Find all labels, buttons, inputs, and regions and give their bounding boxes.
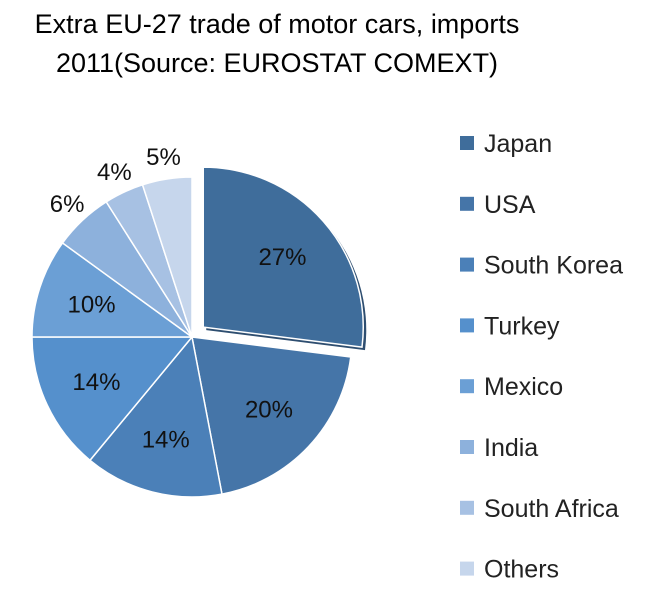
data-label-south-africa: 4% <box>97 159 132 186</box>
legend-label-mexico: Mexico <box>484 373 563 401</box>
legend-label-south-korea: South Korea <box>484 252 623 280</box>
legend-swatch-turkey <box>460 318 474 333</box>
legend-swatch-japan <box>460 136 474 150</box>
legend-label-japan: Japan <box>484 130 552 158</box>
slice-japan <box>202 166 364 348</box>
legend-label-others: Others <box>484 556 559 584</box>
legend-label-south-africa: South Africa <box>484 495 619 523</box>
data-label-south-korea: 14% <box>142 426 190 453</box>
legend-swatch-south-korea <box>460 257 474 272</box>
data-label-usa: 20% <box>245 396 293 423</box>
legend-swatch-usa <box>460 196 474 211</box>
legend-label-india: India <box>484 434 538 462</box>
legend-swatch-others <box>460 561 474 576</box>
legend-swatch-south-africa <box>460 500 474 515</box>
chart-title-line-1: Extra EU-27 trade of motor cars, imports <box>35 9 520 39</box>
data-label-others: 5% <box>146 144 181 171</box>
legend-swatch-india <box>460 440 474 454</box>
data-label-japan: 27% <box>258 244 306 271</box>
data-label-india: 6% <box>50 191 85 218</box>
slice-usa <box>191 336 352 496</box>
slice-others <box>141 176 193 338</box>
legend-label-usa: USA <box>484 191 536 219</box>
data-label-mexico: 10% <box>68 291 116 318</box>
slice-turkey <box>31 336 194 462</box>
pie-data-labels: 27% 20% 14% 14% 10% 6% 4% 5% <box>50 144 307 453</box>
legend-label-turkey: Turkey <box>484 312 560 340</box>
data-label-turkey: 14% <box>72 369 120 396</box>
legend-swatch-mexico <box>460 379 474 394</box>
slice-mexico <box>31 241 195 338</box>
pie-slices <box>31 166 367 498</box>
chart-title-line-2: 2011(Source: EUROSTAT COMEXT) <box>56 48 498 78</box>
legend: Japan USA South Korea Turkey Mexico India Sout… <box>460 130 623 584</box>
slice-south-korea <box>88 335 223 498</box>
